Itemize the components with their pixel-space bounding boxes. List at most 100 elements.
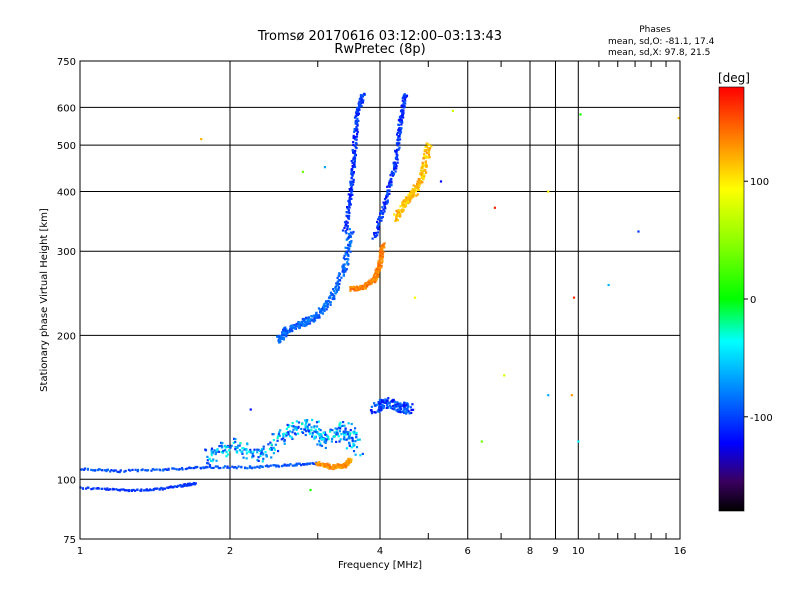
echo-point [396,404,399,407]
echo-point [372,276,375,279]
echo-point [170,486,173,489]
echo-point [338,282,341,286]
echo-point [232,441,235,444]
echo-point [211,460,214,463]
echo-point [313,426,316,429]
echo-point [270,443,273,446]
echo-point [380,209,383,213]
echo-point [289,463,292,466]
echo-point [276,335,279,338]
echo-point [370,405,373,408]
echo-point [332,296,335,299]
echo-point [277,433,280,436]
echo-point [361,284,364,287]
echo-point [408,412,411,415]
echo-point [362,99,365,102]
echo-point [333,294,336,298]
y-axis-label: Stationary phase Virtual Height [km] [39,208,50,392]
echo-point [304,419,307,422]
echo-point [380,244,383,247]
echo-point [336,281,339,284]
echo-point [381,215,384,219]
echo-point [377,218,380,221]
echo-point [262,447,265,451]
echo-point [381,206,384,209]
echo-point [322,304,325,307]
echo-point [262,453,265,456]
echo-point [354,119,358,122]
echo-point [237,465,240,468]
echo-point [107,488,110,491]
echo-point [341,465,345,469]
echo-point [335,289,338,292]
echo-point [346,252,349,255]
echo-point [361,452,364,456]
echo-point [292,428,295,431]
echo-point [236,446,239,449]
echo-point [397,405,400,408]
echo-point [384,203,387,206]
axis-ticks: 1 2 4 6 8 9 10 16 75 100 200 300 400 500 600 750 [57,57,686,557]
echo-point [342,420,345,424]
echo-point [187,484,190,487]
echo-point [420,172,423,175]
echo-point [382,406,385,409]
echo-point [360,99,363,102]
echo-point [319,310,322,313]
echo-point [206,466,209,469]
echo-point [401,104,404,107]
echo-point [377,262,381,265]
echo-point [240,465,243,468]
echo-point [257,448,260,451]
echo-point [412,408,415,411]
echo-point [312,314,315,317]
echo-point [338,279,342,282]
echo-point [298,462,301,465]
echo-point [398,126,401,130]
echo-point [313,319,317,322]
echo-point [373,232,376,235]
echo-point [423,154,426,157]
echo-point [408,410,411,413]
echo-point [350,436,354,439]
echo-point [235,467,238,470]
echo-point [337,278,341,282]
echo-point [300,427,303,431]
echo-point [216,448,219,451]
echo-point [311,315,314,318]
echo-point [286,330,290,333]
echo-point [379,409,382,412]
echo-point [294,463,297,467]
echo-point [345,268,348,271]
echo-point [303,318,306,322]
echo-point [381,255,385,258]
echo-point [347,232,351,236]
echo-point [316,443,319,446]
echo-point [245,452,249,455]
echo-point [262,457,265,460]
echo-point [174,485,177,488]
echo-point [318,462,321,465]
echo-point [405,202,408,205]
echo-point [312,318,315,321]
echo-point [256,459,259,462]
echo-point [420,180,423,183]
echo-point [234,448,237,451]
echo-point [405,196,408,199]
echo-point [388,404,391,407]
echo-point [323,309,326,313]
echo-point [282,464,285,467]
echo-point [372,274,376,277]
echo-point [317,420,320,423]
echo-point [314,462,318,465]
echo-point [382,245,385,248]
echo-point [334,292,337,295]
echo-point [333,434,336,438]
echo-point [382,243,385,246]
echo-point [418,181,421,184]
echo-point [349,429,352,432]
echo-point [422,173,425,176]
echo-point [394,150,398,153]
echo-point [348,206,351,209]
echo-point [380,257,383,260]
